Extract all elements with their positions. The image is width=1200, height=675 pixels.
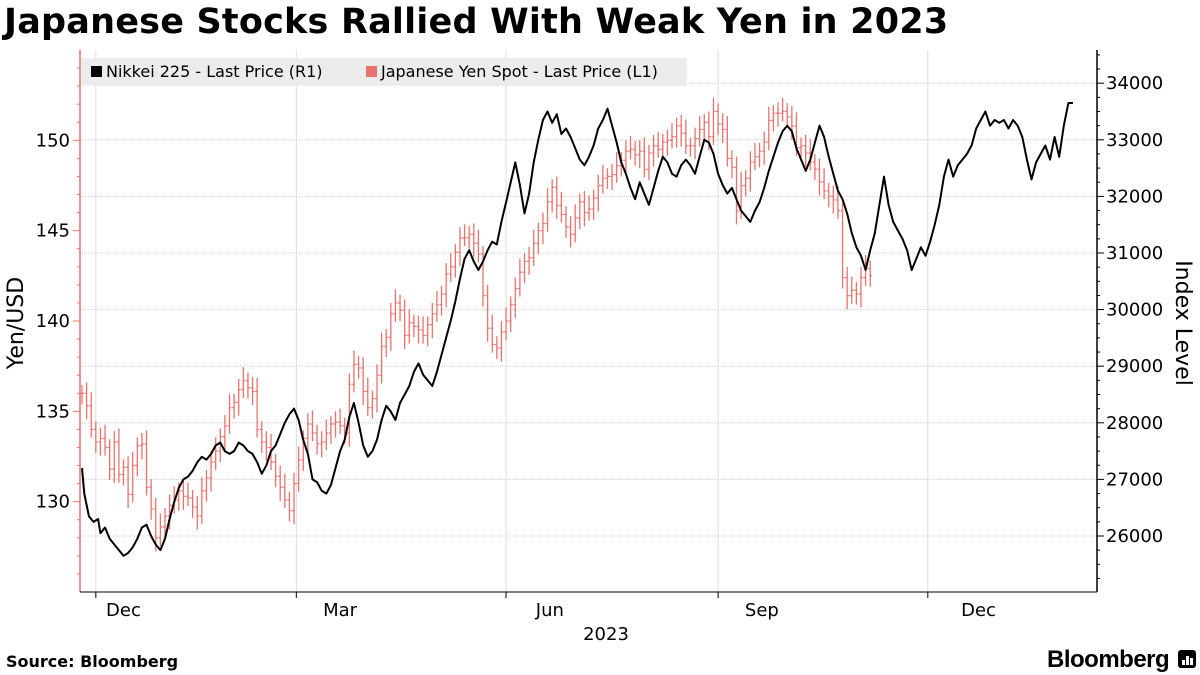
y-right-axis-label: Index Level (1170, 260, 1195, 386)
x-tick-label: Dec (106, 600, 141, 621)
x-tick-label: Dec (961, 600, 996, 621)
y-right-tick-label: 32000 (1106, 186, 1163, 207)
x-year-label: 2023 (583, 624, 629, 645)
x-tick-label: Jun (535, 600, 564, 621)
y-right-tick-label: 27000 (1106, 469, 1163, 490)
y-left-tick-label: 135 (36, 401, 70, 422)
nikkei-line (81, 102, 1073, 557)
series-yen (80, 97, 873, 552)
y-left-tick-label: 150 (36, 130, 70, 151)
y-left-tick-label: 130 (36, 492, 70, 513)
y-right-tick-label: 30000 (1106, 300, 1163, 321)
x-tick-label: Sep (745, 600, 779, 621)
legend-box (81, 58, 687, 86)
brand-logo: Bloomberg (1047, 646, 1170, 673)
series-nikkei (81, 102, 1073, 557)
bloomberg-terminal-icon (1178, 650, 1196, 668)
y-left-tick-label: 140 (36, 311, 70, 332)
legend-swatch-yen (366, 66, 377, 77)
x-axis: Dec Mar Jun Sep Dec (95, 592, 996, 621)
legend: Nikkei 225 - Last Price (R1) Japanese Ye… (81, 58, 687, 86)
y-right-tick-label: 31000 (1106, 243, 1163, 264)
y-left-axis-label: Yen/USD (4, 277, 29, 370)
y-right-tick-label: 28000 (1106, 413, 1163, 434)
source-note: Source: Bloomberg (6, 652, 179, 671)
y-left-axis: 130 135 140 145 150 (36, 67, 80, 575)
grid (80, 50, 1097, 592)
chart-title: Japanese Stocks Rallied With Weak Yen in… (4, 2, 949, 42)
y-left-tick-label: 145 (36, 221, 70, 242)
y-right-tick-label: 33000 (1106, 130, 1163, 151)
y-right-tick-label: 34000 (1106, 73, 1163, 94)
x-tick-label: Mar (323, 600, 358, 621)
axes (79, 50, 1098, 593)
y-right-axis: 26000 27000 28000 29000 30000 31000 32000 33000… (1097, 54, 1163, 579)
legend-entry-nikkei: Nikkei 225 - Last Price (R1) (106, 62, 323, 81)
legend-swatch-nikkei (91, 66, 102, 77)
legend-entry-yen: Japanese Yen Spot - Last Price (L1) (380, 62, 658, 81)
y-right-tick-label: 26000 (1106, 526, 1163, 547)
y-right-tick-label: 29000 (1106, 356, 1163, 377)
